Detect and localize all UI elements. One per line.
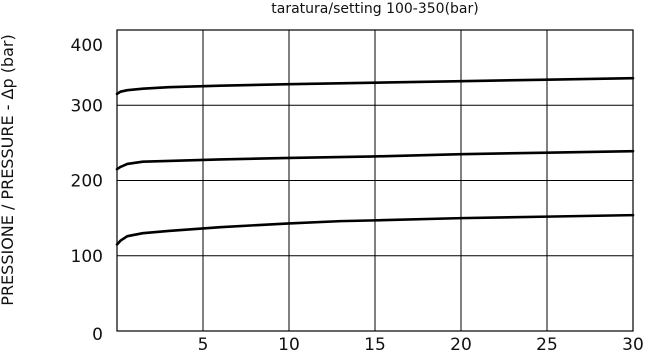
y-tick-label: 0	[92, 325, 103, 345]
y-tick-label: 300	[71, 96, 103, 116]
y-tick-label: 100	[71, 247, 103, 267]
series-layer	[115, 76, 635, 246]
x-tick-label: 20	[450, 335, 472, 355]
pressure-curve-1	[115, 76, 635, 96]
grid-layer	[117, 30, 633, 331]
y-tick-label: 400	[71, 36, 103, 56]
x-tick-label: 5	[198, 335, 209, 355]
y-axis-title: PRESSIONE / PRESSURE - Δp (bar)	[0, 34, 17, 305]
x-tick-label: 15	[364, 335, 386, 355]
pressure-curve-2	[115, 149, 635, 171]
plot-frame	[116, 29, 634, 332]
y-tick-label: 200	[71, 172, 103, 192]
x-tick-label: 30	[622, 335, 644, 355]
chart-title: taratura/setting 100-350(bar)	[271, 1, 478, 17]
x-tick-label: 25	[536, 335, 558, 355]
pressure-curve-3	[115, 213, 635, 246]
axis-layer	[116, 29, 634, 332]
x-tick-label: 10	[278, 335, 300, 355]
